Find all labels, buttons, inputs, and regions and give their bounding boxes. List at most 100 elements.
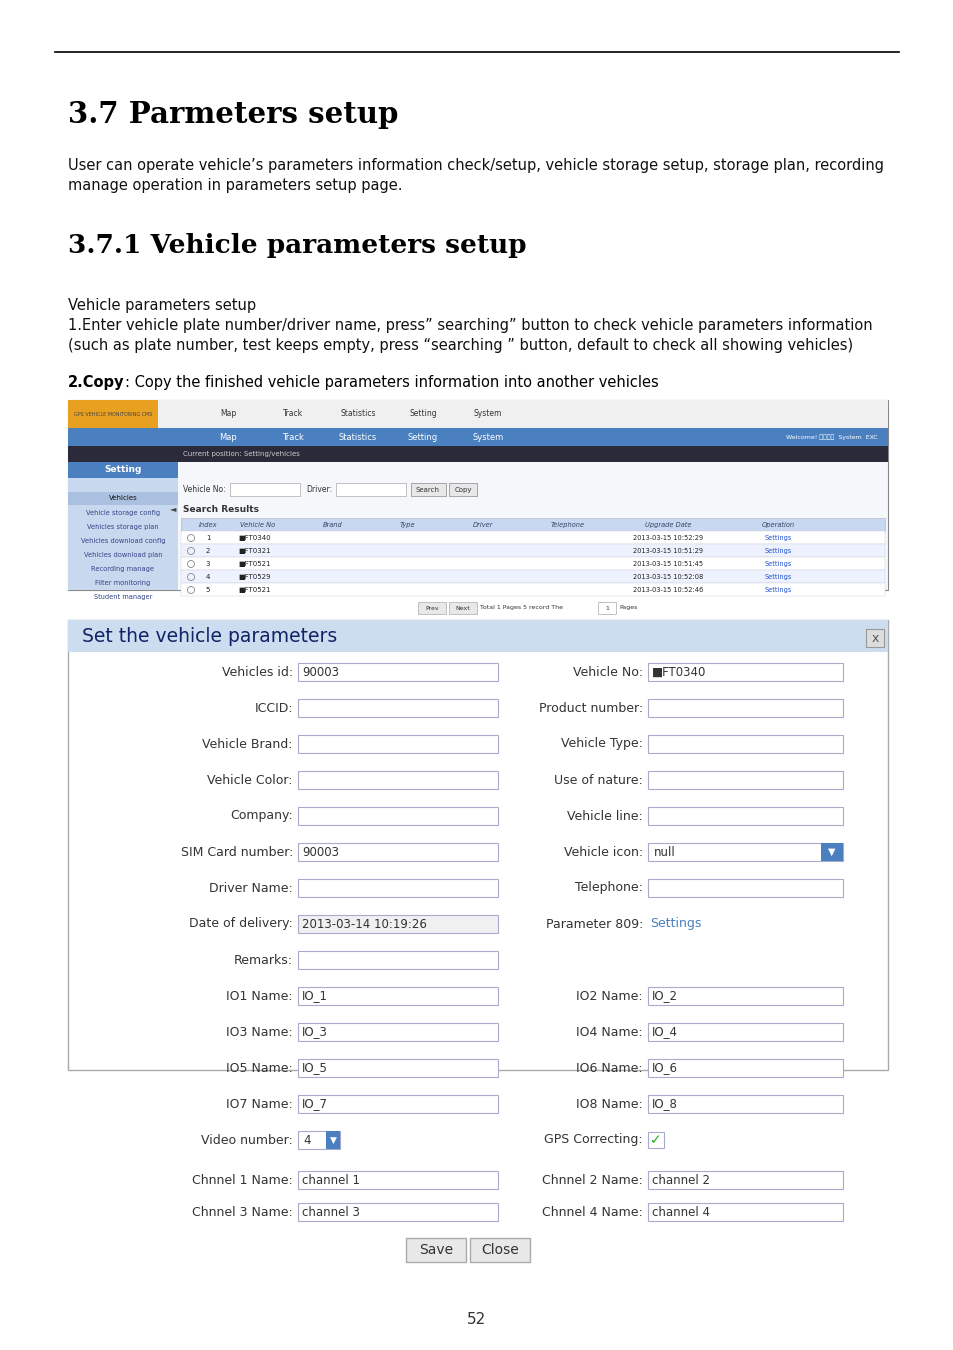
Text: 2013-03-15 10:52:29: 2013-03-15 10:52:29 bbox=[632, 535, 702, 541]
Text: Track: Track bbox=[282, 432, 304, 441]
Text: ICCID:: ICCID: bbox=[254, 702, 293, 714]
Bar bbox=[297, 1131, 339, 1149]
Bar bbox=[821, 842, 842, 861]
Text: IO_2: IO_2 bbox=[651, 990, 678, 1003]
Bar bbox=[297, 1095, 497, 1112]
Text: x: x bbox=[870, 632, 878, 644]
Bar bbox=[449, 483, 476, 495]
Text: Vehicle Type:: Vehicle Type: bbox=[560, 737, 642, 751]
Text: SIM Card number:: SIM Card number: bbox=[180, 845, 293, 859]
Text: IO_6: IO_6 bbox=[651, 1061, 678, 1075]
Text: ✓: ✓ bbox=[650, 1133, 661, 1147]
Text: ■FT0521: ■FT0521 bbox=[237, 562, 271, 567]
Text: Pages: Pages bbox=[618, 606, 637, 610]
Text: Vehicle No: Vehicle No bbox=[240, 522, 275, 528]
Bar bbox=[181, 531, 884, 544]
Text: Remarks:: Remarks: bbox=[233, 953, 293, 967]
Text: manage operation in parameters setup page.: manage operation in parameters setup pag… bbox=[68, 178, 402, 193]
Text: Telephone: Telephone bbox=[551, 522, 584, 528]
Text: Search: Search bbox=[416, 487, 439, 493]
Text: channel 3: channel 3 bbox=[302, 1206, 359, 1219]
Text: System: System bbox=[474, 409, 501, 418]
Text: IO1 Name:: IO1 Name: bbox=[226, 990, 293, 1003]
Bar bbox=[647, 879, 842, 896]
Text: Settings: Settings bbox=[763, 574, 791, 580]
Text: Filter monitoring: Filter monitoring bbox=[95, 579, 151, 586]
Text: channel 4: channel 4 bbox=[651, 1206, 709, 1219]
Text: IO_4: IO_4 bbox=[651, 1026, 678, 1038]
Text: Vehicles storage plan: Vehicles storage plan bbox=[87, 524, 158, 529]
Bar bbox=[647, 771, 842, 788]
Text: Vehicle line:: Vehicle line: bbox=[567, 810, 642, 822]
Text: Chnnel 1 Name:: Chnnel 1 Name: bbox=[193, 1173, 293, 1187]
Text: Driver:: Driver: bbox=[306, 486, 332, 494]
Text: 3.7 Parmeters setup: 3.7 Parmeters setup bbox=[68, 100, 398, 130]
Bar bbox=[297, 1170, 497, 1189]
Bar bbox=[406, 1238, 465, 1262]
Bar bbox=[647, 807, 842, 825]
Bar bbox=[297, 987, 497, 1004]
Text: Statistics: Statistics bbox=[338, 432, 376, 441]
Text: Settings: Settings bbox=[763, 587, 791, 593]
Bar bbox=[647, 663, 842, 680]
Bar bbox=[68, 446, 887, 462]
Text: Settings: Settings bbox=[763, 535, 791, 541]
Bar bbox=[647, 1203, 842, 1220]
Text: Chnnel 2 Name:: Chnnel 2 Name: bbox=[541, 1173, 642, 1187]
Bar bbox=[647, 1133, 663, 1147]
Bar bbox=[470, 1238, 530, 1262]
Text: 4: 4 bbox=[303, 1134, 310, 1146]
Text: 2013-03-14 10:19:26: 2013-03-14 10:19:26 bbox=[302, 918, 426, 930]
Text: 2013-03-15 10:51:29: 2013-03-15 10:51:29 bbox=[633, 548, 702, 554]
Text: User can operate vehicle’s parameters information check/setup, vehicle storage s: User can operate vehicle’s parameters in… bbox=[68, 158, 883, 173]
Text: Date of delivery:: Date of delivery: bbox=[189, 918, 293, 930]
Bar bbox=[68, 620, 887, 1071]
Text: Track: Track bbox=[283, 409, 303, 418]
Text: IO5 Name:: IO5 Name: bbox=[226, 1061, 293, 1075]
Text: Map: Map bbox=[219, 409, 236, 418]
Text: Use of nature:: Use of nature: bbox=[554, 774, 642, 787]
Text: 2013-03-15 10:52:08: 2013-03-15 10:52:08 bbox=[632, 574, 702, 580]
Bar bbox=[297, 842, 497, 861]
Bar bbox=[297, 699, 497, 717]
Text: Vehicle No:: Vehicle No: bbox=[183, 486, 226, 494]
Bar bbox=[411, 483, 446, 495]
Text: Vehicles download config: Vehicles download config bbox=[81, 537, 165, 544]
Text: 4: 4 bbox=[206, 574, 210, 580]
Text: Map: Map bbox=[219, 432, 236, 441]
Text: Vehicle Brand:: Vehicle Brand: bbox=[202, 737, 293, 751]
Text: IO8 Name:: IO8 Name: bbox=[576, 1098, 642, 1111]
Text: Company:: Company: bbox=[230, 810, 293, 822]
Bar bbox=[647, 1095, 842, 1112]
Text: ◄: ◄ bbox=[170, 505, 176, 513]
Text: IO_3: IO_3 bbox=[302, 1026, 328, 1038]
Text: ■FT0340: ■FT0340 bbox=[651, 666, 705, 679]
Bar bbox=[181, 583, 884, 595]
Text: Copy: Copy bbox=[454, 487, 471, 493]
Text: 3: 3 bbox=[206, 562, 210, 567]
Bar bbox=[326, 1131, 339, 1149]
Text: Chnnel 4 Name:: Chnnel 4 Name: bbox=[541, 1206, 642, 1219]
Text: Setting: Setting bbox=[409, 409, 436, 418]
Text: IO7 Name:: IO7 Name: bbox=[226, 1098, 293, 1111]
Text: Settings: Settings bbox=[763, 548, 791, 554]
Bar bbox=[297, 1058, 497, 1077]
Text: 2013-03-15 10:52:46: 2013-03-15 10:52:46 bbox=[632, 587, 702, 593]
Text: Brand: Brand bbox=[323, 522, 342, 528]
Bar bbox=[68, 462, 178, 590]
Bar bbox=[865, 629, 883, 647]
Bar bbox=[297, 950, 497, 969]
Bar bbox=[647, 1058, 842, 1077]
Text: 3.7.1 Vehicle parameters setup: 3.7.1 Vehicle parameters setup bbox=[68, 234, 526, 258]
Text: Save: Save bbox=[418, 1243, 453, 1257]
Bar bbox=[181, 558, 884, 570]
Bar bbox=[297, 915, 497, 933]
Text: Product number:: Product number: bbox=[538, 702, 642, 714]
Bar bbox=[230, 483, 299, 495]
Text: Vehicles id:: Vehicles id: bbox=[222, 666, 293, 679]
Text: System: System bbox=[472, 432, 503, 441]
Text: GPS Correcting:: GPS Correcting: bbox=[544, 1134, 642, 1146]
Text: 5: 5 bbox=[206, 587, 210, 593]
Text: 52: 52 bbox=[467, 1312, 486, 1327]
Text: Recording manage: Recording manage bbox=[91, 566, 154, 571]
